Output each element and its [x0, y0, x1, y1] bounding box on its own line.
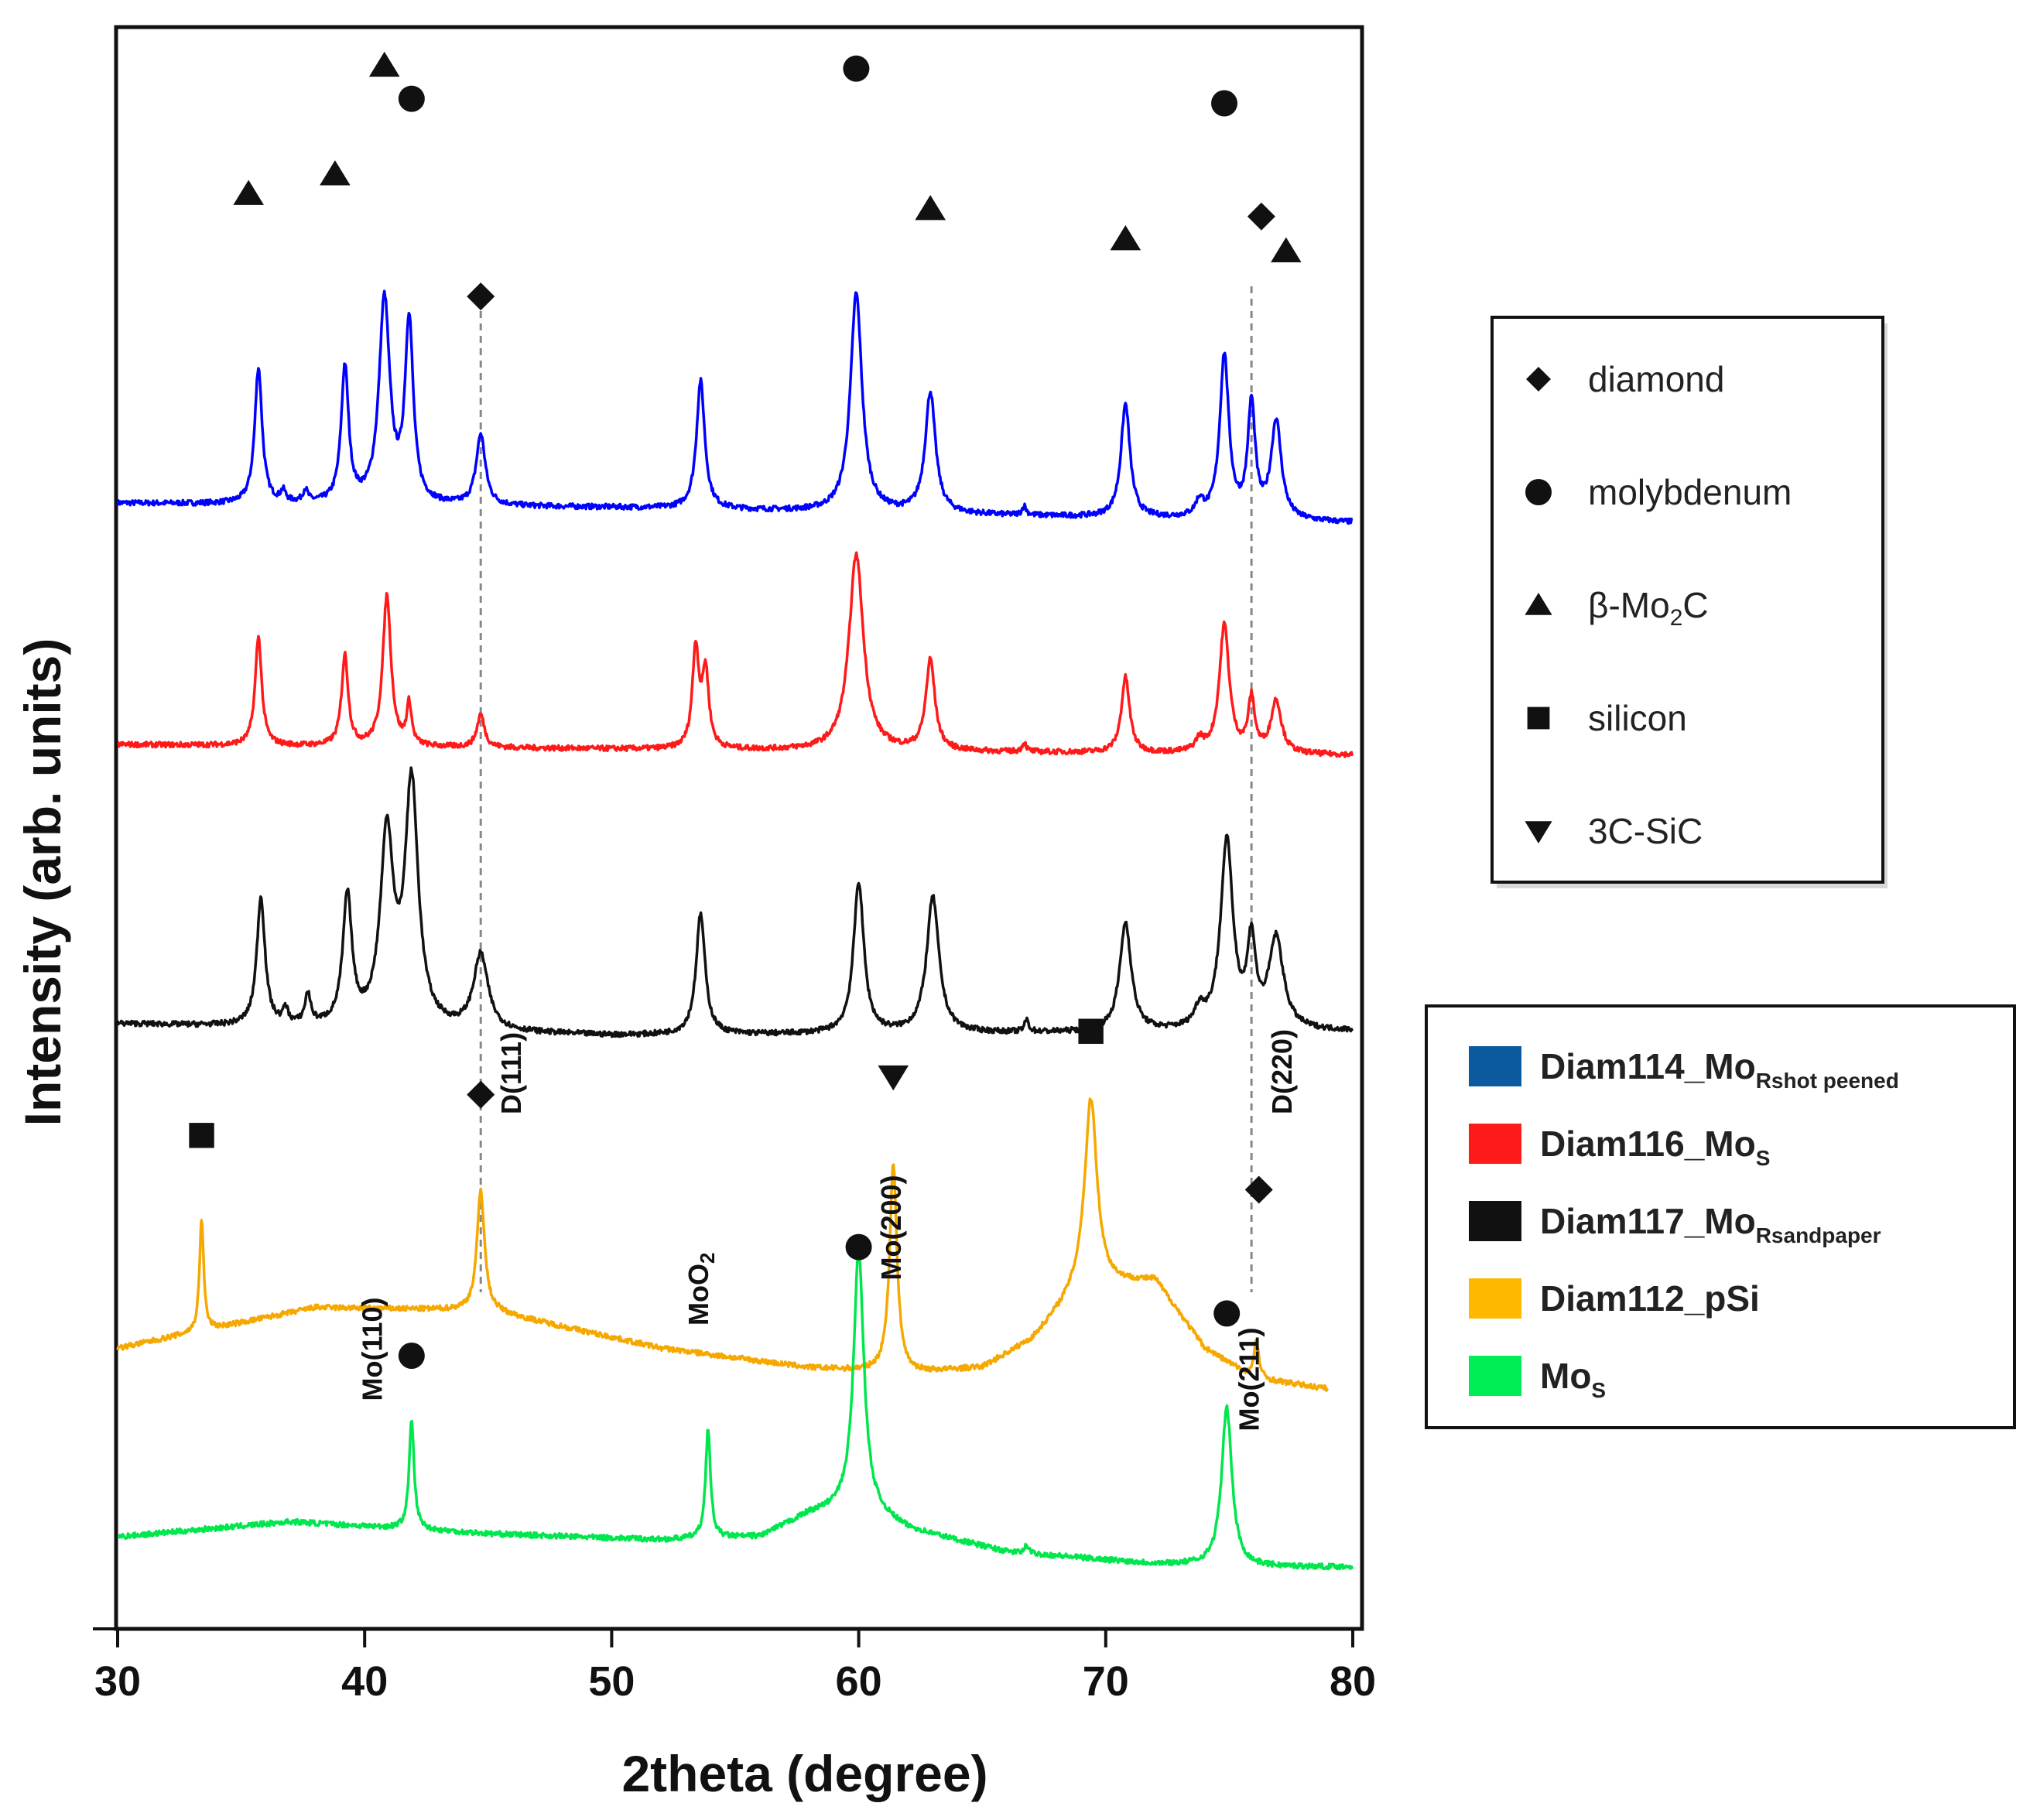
legend-triangle-up-icon: [1525, 593, 1552, 615]
x-tick-label: 50: [588, 1658, 635, 1705]
triangle-up-marker: [1110, 225, 1141, 251]
series-legend-label: Diam116_MoS: [1540, 1124, 1770, 1170]
series-legend-swatch: [1469, 1124, 1521, 1164]
phase-legend-box: [1491, 316, 1884, 884]
triangle-up-marker: [1271, 237, 1302, 262]
diamond-marker: [1247, 202, 1275, 231]
series-legend: Diam114_MoRshot peenedDiam116_MoSDiam117…: [1425, 1004, 2016, 1429]
phase-legend-label: β-Mo2C: [1588, 585, 1709, 631]
series-legend-box: [1425, 1004, 2016, 1429]
phase-legend: diamond molybdenum β-Mo2C silicon 3C-SiC: [1491, 316, 1888, 888]
y-axis-title: Intensity (arb. units): [14, 638, 71, 1127]
triangle-up-marker: [915, 195, 946, 221]
circle-marker: [1213, 1300, 1241, 1327]
circle-marker: [398, 1343, 425, 1369]
series-line-1: [116, 289, 1354, 525]
circle-marker: [1211, 90, 1238, 117]
series-line-4: [116, 1097, 1330, 1393]
reference-line-label: D(111): [495, 1032, 527, 1114]
series-line-2: [117, 551, 1354, 758]
x-tick-label: 30: [94, 1658, 141, 1705]
triangle-up-marker: [368, 51, 400, 77]
peak-annotation: MoO2: [683, 1253, 719, 1326]
phase-legend-label: diamond: [1588, 359, 1724, 399]
phase-markers: [189, 51, 1302, 1369]
circle-marker: [398, 85, 425, 112]
legend-diamond-icon: [1526, 367, 1551, 392]
diamond-marker: [467, 282, 495, 311]
series-legend-swatch: [1469, 1356, 1521, 1396]
triangle-up-marker: [320, 160, 351, 186]
diamond-marker: [1244, 1175, 1273, 1204]
series-legend-label: Diam112_pSi: [1540, 1278, 1760, 1319]
legend-circle-icon: [1525, 479, 1552, 505]
peak-annotation: Mo(211): [1234, 1327, 1265, 1431]
phase-legend-label: molybdenum: [1588, 472, 1792, 512]
square-marker: [189, 1123, 214, 1148]
series-legend-swatch: [1469, 1046, 1521, 1086]
reference-line-label: D(220): [1266, 1029, 1298, 1114]
series-lines: [116, 289, 1354, 1571]
series-legend-swatch: [1469, 1278, 1521, 1319]
circle-marker: [845, 1233, 872, 1261]
phase-legend-label: silicon: [1588, 698, 1687, 738]
square-marker: [1078, 1018, 1104, 1044]
legend-triangle-down-icon: [1525, 821, 1552, 843]
peak-annotation: Mo(200): [875, 1175, 907, 1280]
peak-annotation: Mo(110): [357, 1297, 388, 1401]
x-tick-label: 60: [836, 1658, 882, 1705]
peak-annotations: Mo(110) MoO2 Mo(200) Mo(211): [357, 1175, 1265, 1431]
triangle-down-marker: [878, 1065, 909, 1091]
phase-legend-label: 3C-SiC: [1588, 811, 1703, 851]
diamond-marker: [467, 1080, 495, 1109]
x-axis-title: 2theta (degree): [621, 1745, 987, 1802]
legend-square-icon: [1527, 706, 1550, 730]
circle-marker: [843, 55, 870, 82]
reference-lines: D(111) D(220): [479, 286, 1298, 1292]
series-legend-swatch: [1469, 1201, 1521, 1241]
series-line-3: [116, 766, 1354, 1038]
plot-frame: [114, 25, 1364, 1631]
x-tick-label: 80: [1330, 1658, 1376, 1705]
x-tick-label: 70: [1083, 1658, 1129, 1705]
x-ticks: 30 40 50 60 70 80: [94, 1629, 1376, 1705]
series-line-5: [117, 1247, 1354, 1571]
x-tick-label: 40: [341, 1658, 388, 1705]
triangle-up-marker: [233, 180, 264, 205]
